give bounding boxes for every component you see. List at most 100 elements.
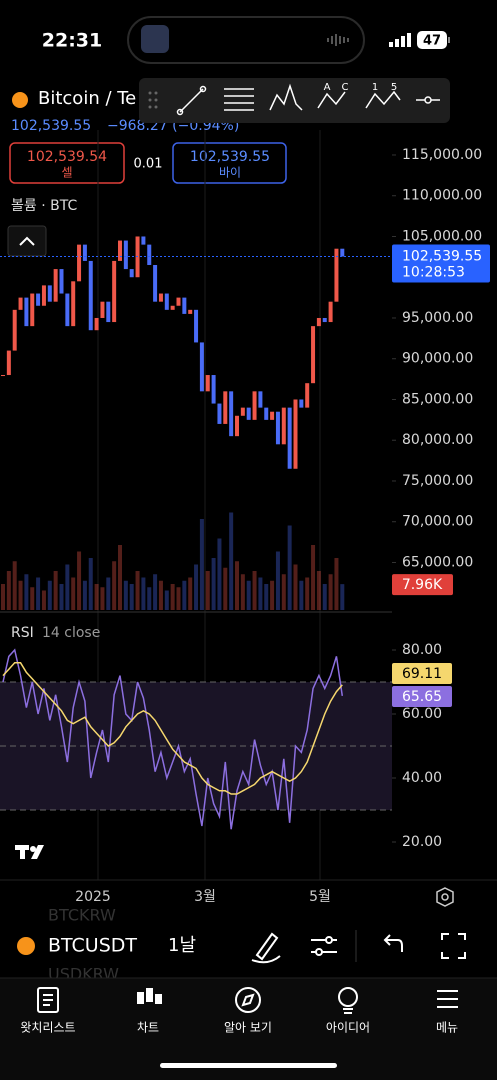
explore-icon[interactable] (235, 987, 261, 1013)
y-tick-label: 115,000.00 (402, 147, 482, 163)
candle (88, 260, 93, 331)
candle (24, 297, 29, 327)
chart-icon[interactable] (137, 988, 162, 1004)
candle (275, 411, 280, 445)
volume-bar (311, 545, 316, 610)
rsi-value-badge (392, 663, 452, 684)
volume-bar (1, 584, 5, 610)
candle (170, 305, 175, 310)
nav-label[interactable]: 왓치리스트 (20, 1021, 75, 1035)
ideas-icon[interactable] (338, 987, 358, 1014)
volume-bar (47, 580, 52, 610)
volume-bar (59, 584, 64, 610)
candle (287, 407, 292, 469)
candle (100, 301, 105, 318)
volume-bar (176, 587, 181, 610)
volume-bar (153, 574, 158, 610)
sell-button[interactable] (9, 142, 125, 184)
candle (328, 301, 333, 323)
elliott-tool[interactable] (365, 90, 401, 109)
candle (1, 375, 5, 377)
candle (118, 240, 122, 261)
buy-label: 바이 (219, 166, 241, 180)
candle (141, 236, 146, 245)
fullscreen-icon[interactable] (441, 933, 466, 959)
candle (334, 248, 339, 302)
candle (147, 244, 152, 266)
candle (217, 403, 222, 424)
candle (211, 375, 216, 404)
volume-bar (340, 584, 345, 610)
volume-bar (123, 580, 128, 610)
collapse-button[interactable] (7, 225, 47, 257)
volume-bar (258, 577, 263, 610)
candle (340, 248, 345, 257)
volume-bar (135, 571, 140, 610)
candle (246, 407, 251, 420)
y-tick-label: 80.00 (402, 642, 442, 658)
volume-bar (229, 512, 234, 610)
volume-bar (118, 545, 122, 610)
volume-bar (199, 519, 204, 610)
y-tick-label: 110,000.00 (402, 188, 482, 204)
horizontal-ray-tool[interactable] (416, 96, 440, 104)
indicators-icon[interactable] (311, 936, 337, 956)
pattern-tool[interactable] (269, 83, 303, 111)
candle (71, 281, 76, 327)
candle (65, 293, 70, 327)
last-price-badge (392, 244, 490, 283)
candle (182, 297, 187, 314)
volume-badge-label: 7.96K (402, 577, 443, 593)
volume-bar (205, 571, 210, 610)
symbol[interactable]: BTCUSDT (48, 935, 137, 957)
rsi-line (2, 662, 343, 795)
sell-label: 셀 (61, 166, 72, 180)
symbol-title[interactable]: Bitcoin / Te (38, 88, 136, 109)
abcd-tool[interactable] (317, 91, 346, 109)
buy-price: 102,539.55 (190, 149, 270, 165)
nav-label[interactable]: 차트 (137, 1021, 159, 1035)
battery (417, 31, 447, 49)
volume-bar (88, 558, 93, 610)
buy-button[interactable] (172, 142, 287, 184)
volume-bar (252, 571, 257, 610)
volume-bar (164, 590, 169, 610)
undo-icon[interactable] (383, 934, 403, 952)
candle (235, 415, 239, 437)
tool-label: A (324, 82, 331, 93)
volume-bar (264, 584, 269, 610)
trend-line-tool[interactable] (176, 85, 207, 116)
candle (41, 285, 46, 306)
candle (30, 293, 35, 327)
candle (240, 407, 245, 416)
volume-bar (194, 564, 199, 610)
nav-label[interactable]: 메뉴 (436, 1021, 458, 1035)
volume-bar (77, 551, 82, 610)
x-axis-label: 3월 (194, 889, 216, 905)
settings-icon[interactable] (436, 887, 454, 907)
menu-icon[interactable] (437, 990, 458, 1008)
tool-label: C (342, 82, 349, 93)
candle (229, 391, 234, 437)
rsi-value-label: 65.65 (402, 689, 442, 705)
nav-label[interactable]: 아이디어 (326, 1021, 370, 1035)
nav-label[interactable]: 알아 보기 (224, 1021, 272, 1035)
watchlist-icon[interactable] (37, 987, 59, 1013)
fib-tool[interactable] (224, 88, 254, 111)
volume-bar (240, 574, 245, 610)
candle (129, 269, 134, 278)
y-tick-label: 80,000.00 (402, 432, 473, 448)
rsi-params: 14 close (42, 625, 100, 641)
volume-bar (18, 580, 23, 610)
volume-bar (12, 561, 17, 610)
volume-bar (287, 525, 292, 610)
rsi-name: RSI (11, 625, 34, 641)
draw-icon[interactable] (251, 932, 281, 964)
volume-bar (147, 587, 152, 610)
volume-bar (328, 574, 333, 610)
interval[interactable]: 1날 (168, 935, 196, 956)
candle (36, 293, 41, 306)
volume-bar (53, 571, 58, 610)
volume-bar (322, 584, 327, 610)
